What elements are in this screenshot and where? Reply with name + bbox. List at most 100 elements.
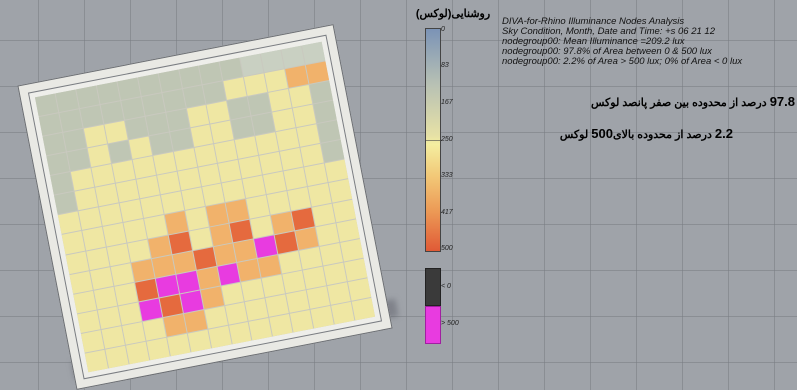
illuminance-node: [258, 254, 282, 278]
legend-swatch-above-500: [425, 306, 441, 344]
annotation-above-500: 2.2 درصد از محدوده بالای500 لوکس: [560, 126, 733, 141]
illuminance-node: [242, 175, 267, 199]
illuminance-node: [268, 89, 292, 112]
illuminance-node: [166, 333, 191, 357]
illuminance-node: [327, 282, 351, 305]
info-line: Sky Condition, Month, Date and Time: +s …: [502, 26, 715, 37]
illuminance-node: [222, 179, 246, 203]
illuminance-node: [123, 219, 147, 243]
illuminance-node: [213, 242, 237, 266]
illuminance-node: [74, 188, 98, 211]
legend-tick: 0: [441, 26, 445, 33]
illuminance-node: [201, 183, 225, 207]
illuminance-node: [124, 117, 149, 140]
illuminance-node: [261, 274, 286, 297]
annotation-text: درصد از محدوده بین صفر پانصد لوکس: [591, 97, 767, 109]
illuminance-node: [165, 109, 190, 132]
illuminance-node: [106, 243, 130, 266]
illuminance-node: [89, 266, 114, 290]
illuminance-node: [299, 246, 323, 270]
illuminance-node: [251, 112, 276, 136]
illuminance-node: [280, 148, 304, 171]
illuminance-node: [226, 199, 250, 223]
illuminance-node: [87, 144, 111, 168]
illuminance-node: [295, 227, 319, 250]
illuminance-node: [340, 238, 364, 262]
illuminance-node: [304, 163, 328, 187]
illuminance-node: [179, 290, 204, 313]
illuminance-node: [183, 310, 207, 333]
illuminance-node: [190, 124, 214, 148]
illuminance-node: [42, 133, 66, 156]
illuminance-node: [70, 168, 95, 191]
annotation-threshold: 500: [591, 126, 613, 141]
annotation-text: درصد از محدوده بالای: [612, 129, 712, 141]
illuminance-node: [309, 81, 333, 104]
illuminance-node: [138, 298, 162, 321]
illuminance-node: [163, 314, 187, 337]
illuminance-node: [141, 93, 165, 116]
illuminance-node: [214, 140, 238, 164]
illuminance-node: [192, 246, 216, 270]
illuminance-node: [142, 318, 166, 341]
illuminance-node: [286, 290, 310, 313]
illuminance-node: [319, 242, 343, 266]
legend-tick: 167: [441, 99, 453, 106]
illuminance-node: [80, 330, 105, 353]
illuminance-node: [210, 120, 234, 144]
illuminance-node: [302, 41, 326, 65]
illuminance-node: [38, 113, 62, 136]
legend-mid-line: [426, 140, 440, 141]
illuminance-node: [300, 144, 324, 167]
illuminance-node: [310, 305, 334, 329]
illuminance-node: [321, 140, 345, 163]
illuminance-node: [278, 250, 302, 274]
illuminance-node: [187, 329, 211, 353]
illuminance-node: [228, 321, 252, 345]
illuminance-node: [240, 53, 264, 77]
illuminance-node: [217, 262, 241, 286]
illuminance-node: [175, 270, 200, 294]
illuminance-node: [313, 100, 337, 124]
illuminance-node: [162, 89, 186, 112]
illuminance-node: [178, 65, 202, 89]
illuminance-node: [203, 81, 227, 104]
illuminance-node: [305, 61, 330, 84]
illuminance-node: [306, 286, 331, 309]
illuminance-node: [128, 136, 152, 160]
info-line: nodegroup00: 97.8% of Area between 0 & 5…: [502, 46, 712, 57]
illuminance-node: [209, 223, 233, 246]
illuminance-node: [244, 73, 268, 96]
illuminance-node: [140, 195, 164, 219]
illuminance-node: [54, 192, 78, 215]
illuminance-node: [283, 167, 308, 191]
illuminance-node: [235, 136, 259, 160]
illuminance-node: [317, 120, 341, 144]
illuminance-node: [177, 168, 201, 191]
illuminance-node: [233, 239, 257, 262]
illuminance-node: [120, 97, 145, 120]
illuminance-node: [151, 254, 175, 278]
illuminance-node: [308, 183, 332, 207]
illuminance-node: [137, 73, 161, 97]
illuminance-grid: [34, 41, 376, 373]
illuminance-node: [146, 337, 170, 361]
illuminance-node: [66, 148, 91, 172]
illuminance-node: [145, 113, 169, 136]
illuminance-node: [265, 294, 290, 317]
illuminance-node: [315, 223, 340, 246]
illuminance-node: [101, 326, 125, 349]
illuminance-node: [78, 207, 102, 231]
illuminance-node: [46, 152, 70, 176]
illuminance-node: [61, 231, 85, 255]
illuminance-node: [351, 297, 376, 321]
illuminance-node: [312, 203, 336, 226]
illuminance-node: [282, 270, 306, 293]
illuminance-node: [218, 160, 242, 183]
illuminance-node: [188, 227, 213, 250]
illuminance-node: [136, 176, 160, 199]
illuminance-node: [164, 211, 188, 235]
illuminance-node: [248, 93, 272, 116]
illuminance-node: [65, 251, 89, 274]
